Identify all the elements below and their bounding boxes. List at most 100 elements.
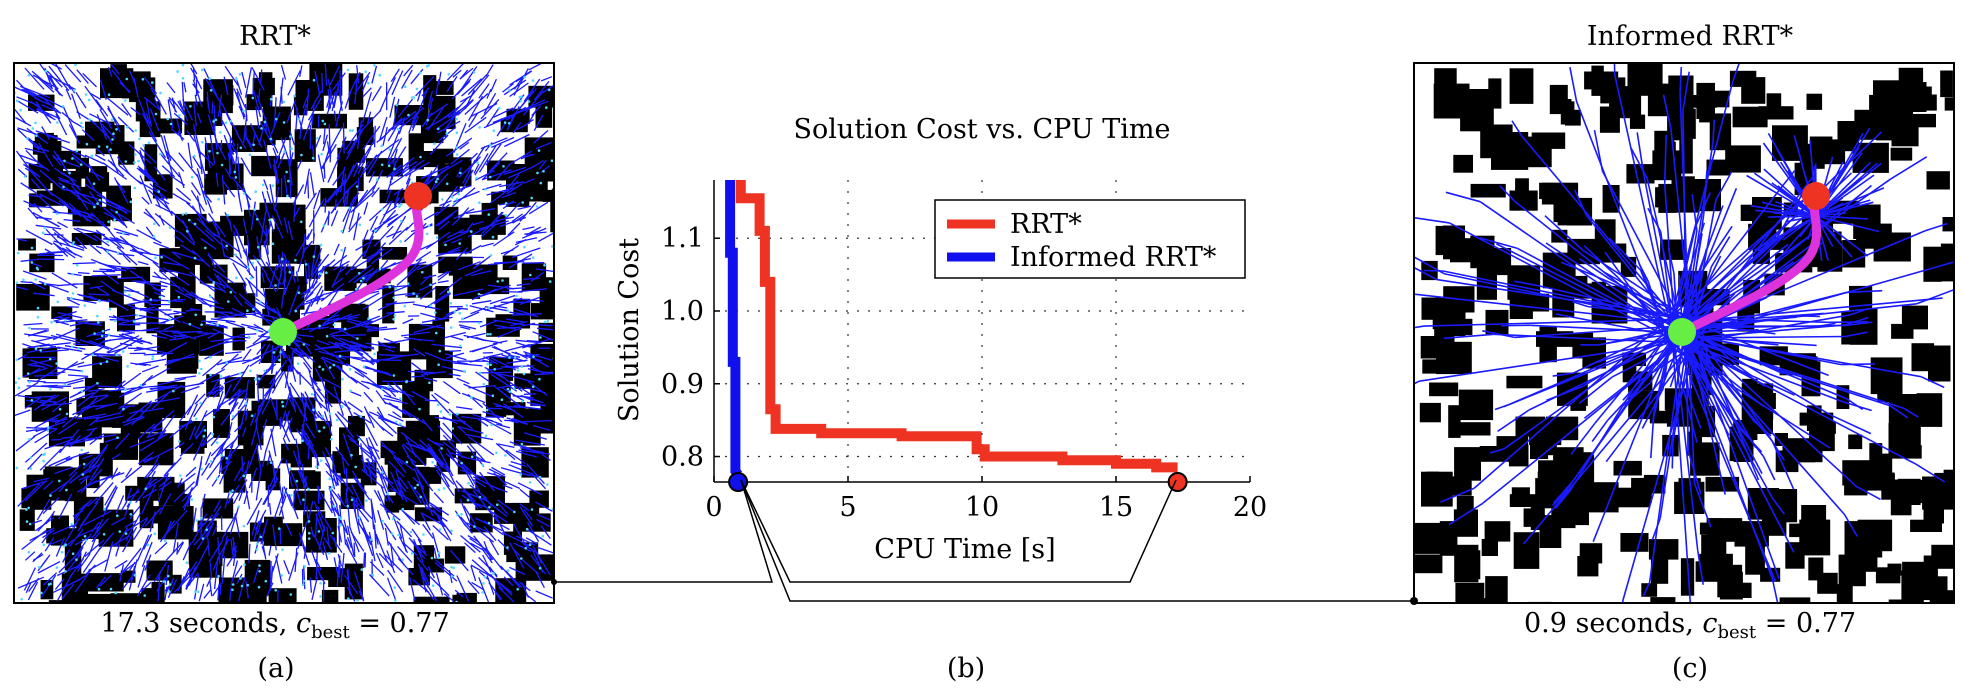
left-tree-edge	[28, 205, 51, 209]
left-tree-node	[348, 206, 351, 210]
right-obstacle	[1453, 154, 1473, 173]
left-tree-node	[498, 107, 501, 110]
left-tree-edge	[505, 318, 525, 323]
left-tree-edge	[370, 500, 375, 530]
left-tree-node	[493, 368, 497, 371]
left-tree-edge	[469, 537, 490, 552]
left-tree-edge	[217, 94, 223, 117]
left-tree-edge	[339, 70, 342, 103]
left-tree-edge	[295, 438, 302, 465]
left-tree-edge	[393, 191, 401, 206]
left-tree-node	[387, 385, 390, 389]
left-tree-edge	[518, 100, 549, 114]
left-tree-edge	[420, 512, 447, 528]
left-tree-node	[115, 353, 119, 357]
left-tree-edge	[52, 524, 74, 535]
left-tree-edge	[324, 401, 329, 412]
left-tree-node	[31, 127, 35, 130]
left-tree-edge	[282, 437, 289, 451]
left-tree-edge	[28, 194, 43, 198]
left-tree-edge	[530, 554, 546, 575]
left-tree-edge	[280, 506, 285, 520]
left-tree-edge	[423, 274, 437, 279]
left-tree-node	[289, 135, 292, 138]
left-tree-node	[487, 213, 491, 216]
left-tree-edge	[530, 271, 545, 283]
left-tree-node	[168, 583, 172, 586]
left-tree-edge	[382, 213, 399, 224]
left-tree-edge	[439, 106, 460, 122]
left-tree-edge	[32, 519, 43, 525]
left-tree-node	[415, 295, 419, 298]
left-tree-node	[242, 192, 246, 195]
left-tree-edge	[397, 545, 413, 563]
left-tree-edge	[243, 133, 253, 147]
left-tree-node	[15, 358, 18, 362]
left-tree-edge	[257, 401, 264, 411]
left-obstacle	[109, 278, 124, 308]
left-tree-node	[258, 300, 262, 304]
left-tree-edge	[519, 201, 537, 222]
left-tree-edge	[403, 433, 417, 458]
left-tree-edge	[196, 525, 213, 551]
left-tree-edge	[185, 466, 197, 477]
left-tree-edge	[438, 220, 450, 231]
left-tree-node	[325, 334, 329, 338]
left-tree-edge	[496, 326, 521, 330]
left-tree-edge	[263, 477, 279, 505]
left-tree-node	[506, 309, 510, 312]
left-tree-edge	[68, 124, 81, 145]
left-tree-edge	[61, 111, 73, 122]
left-obstacle	[120, 404, 141, 439]
left-obstacle	[418, 415, 439, 445]
left-tree-edge	[51, 272, 78, 289]
left-tree-node	[49, 494, 52, 497]
left-tree-edge	[185, 309, 197, 312]
right-obstacle	[1729, 70, 1757, 87]
left-tree-edge	[525, 537, 538, 545]
left-tree-edge	[272, 164, 279, 185]
left-tree-node	[71, 243, 75, 246]
right-tree-edge	[1762, 456, 1776, 481]
left-tree-edge	[519, 503, 530, 512]
left-tree-node	[63, 159, 66, 163]
left-tree-edge	[391, 70, 404, 96]
left-tree-edge	[458, 426, 484, 434]
left-tree-node	[456, 513, 459, 517]
left-tree-edge	[371, 248, 393, 265]
left-tree-edge	[64, 345, 86, 350]
left-tree-edge	[450, 335, 464, 341]
left-tree-edge	[324, 314, 340, 321]
left-tree-edge	[388, 77, 396, 91]
left-tree-edge	[124, 502, 131, 517]
right-tree-edge	[1509, 329, 1694, 406]
left-tree-edge	[311, 386, 324, 403]
left-obstacle	[251, 460, 274, 481]
left-obstacle	[539, 277, 554, 313]
left-tree-edge	[475, 169, 495, 181]
left-tree-edge	[234, 513, 241, 538]
left-tree-node	[447, 73, 451, 76]
left-tree-node	[528, 543, 532, 546]
left-tree-node	[23, 175, 27, 178]
left-tree-node	[125, 77, 129, 81]
left-tree-edge	[473, 479, 487, 488]
right-tree-edge	[1578, 258, 1610, 280]
left-tree-edge	[185, 293, 217, 304]
left-tree-edge	[471, 300, 492, 305]
left-tree-edge	[129, 249, 144, 255]
left-obstacle	[246, 588, 267, 603]
left-tree-edge	[490, 355, 516, 360]
left-tree-node	[188, 218, 191, 222]
left-tree-edge	[371, 383, 396, 393]
left-tree-edge	[433, 547, 438, 559]
left-tree-node	[281, 400, 284, 404]
left-obstacle	[381, 247, 408, 260]
left-tree-edge	[280, 64, 287, 80]
left-tree-node	[415, 87, 419, 91]
left-tree-edge	[380, 119, 401, 141]
left-tree-edge	[178, 420, 195, 428]
left-tree-edge	[383, 394, 402, 402]
left-tree-edge	[73, 343, 89, 346]
left-tree-edge	[216, 274, 237, 295]
